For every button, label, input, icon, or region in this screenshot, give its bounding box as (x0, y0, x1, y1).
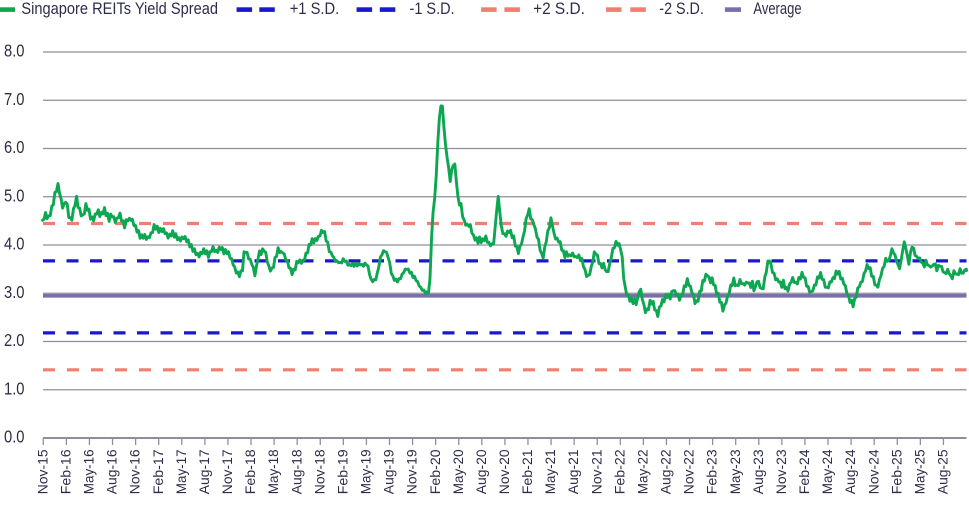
svg-text:Singapore REITs Yield Spread: Singapore REITs Yield Spread (21, 0, 218, 18)
svg-text:8.0: 8.0 (4, 41, 25, 61)
svg-text:May-19: May-19 (359, 449, 374, 494)
svg-text:Aug-18: Aug-18 (289, 449, 304, 494)
svg-text:5.0: 5.0 (4, 185, 25, 205)
svg-text:May-17: May-17 (174, 449, 189, 494)
svg-text:Nov-23: Nov-23 (774, 449, 789, 494)
svg-text:May-22: May-22 (635, 449, 650, 494)
svg-text:Nov-22: Nov-22 (682, 449, 697, 494)
svg-text:Aug-25: Aug-25 (936, 449, 951, 494)
svg-text:May-21: May-21 (543, 449, 558, 494)
svg-text:May-18: May-18 (266, 449, 281, 494)
svg-text:-1 S.D.: -1 S.D. (410, 0, 455, 18)
svg-text:Nov-18: Nov-18 (312, 449, 327, 494)
svg-text:Nov-20: Nov-20 (497, 449, 512, 494)
svg-text:Nov-21: Nov-21 (589, 449, 604, 494)
svg-text:May-16: May-16 (82, 449, 97, 494)
svg-text:Average: Average (753, 0, 801, 18)
svg-text:1.0: 1.0 (4, 378, 25, 398)
svg-text:4.0: 4.0 (4, 234, 25, 254)
svg-text:May-23: May-23 (728, 449, 743, 494)
svg-text:Nov-16: Nov-16 (128, 449, 143, 494)
svg-text:May-24: May-24 (820, 449, 835, 494)
svg-text:May-25: May-25 (912, 449, 927, 494)
svg-text:+2 S.D.: +2 S.D. (533, 0, 585, 18)
svg-text:Feb-21: Feb-21 (520, 449, 535, 494)
svg-text:2.0: 2.0 (4, 330, 25, 350)
svg-text:+1 S.D.: +1 S.D. (290, 0, 340, 18)
svg-text:Feb-20: Feb-20 (428, 449, 443, 494)
svg-text:May-20: May-20 (451, 449, 466, 494)
svg-text:Nov-15: Nov-15 (35, 449, 50, 494)
svg-text:Nov-17: Nov-17 (220, 449, 235, 494)
svg-text:Aug-21: Aug-21 (566, 449, 581, 494)
svg-text:Nov-24: Nov-24 (866, 449, 881, 494)
svg-text:Feb-25: Feb-25 (889, 449, 904, 494)
svg-text:Feb-22: Feb-22 (612, 449, 627, 494)
svg-text:Aug-17: Aug-17 (197, 449, 212, 494)
svg-text:Aug-19: Aug-19 (382, 449, 397, 494)
svg-text:Feb-16: Feb-16 (58, 449, 73, 494)
svg-text:Aug-24: Aug-24 (843, 449, 858, 494)
svg-text:Feb-24: Feb-24 (797, 449, 812, 494)
svg-text:3.0: 3.0 (4, 282, 25, 302)
svg-text:0.0: 0.0 (4, 427, 25, 447)
svg-text:6.0: 6.0 (4, 137, 25, 157)
svg-text:Feb-19: Feb-19 (335, 449, 350, 494)
svg-text:Nov-19: Nov-19 (405, 449, 420, 494)
svg-text:Aug-20: Aug-20 (474, 449, 489, 494)
svg-text:Feb-18: Feb-18 (243, 449, 258, 494)
svg-text:Aug-22: Aug-22 (659, 449, 674, 494)
svg-text:7.0: 7.0 (4, 89, 25, 109)
svg-text:Aug-23: Aug-23 (751, 449, 766, 494)
svg-text:Feb-23: Feb-23 (705, 449, 720, 494)
svg-text:-2 S.D.: -2 S.D. (659, 0, 704, 18)
svg-text:Aug-16: Aug-16 (105, 449, 120, 494)
svg-text:Feb-17: Feb-17 (151, 449, 166, 494)
